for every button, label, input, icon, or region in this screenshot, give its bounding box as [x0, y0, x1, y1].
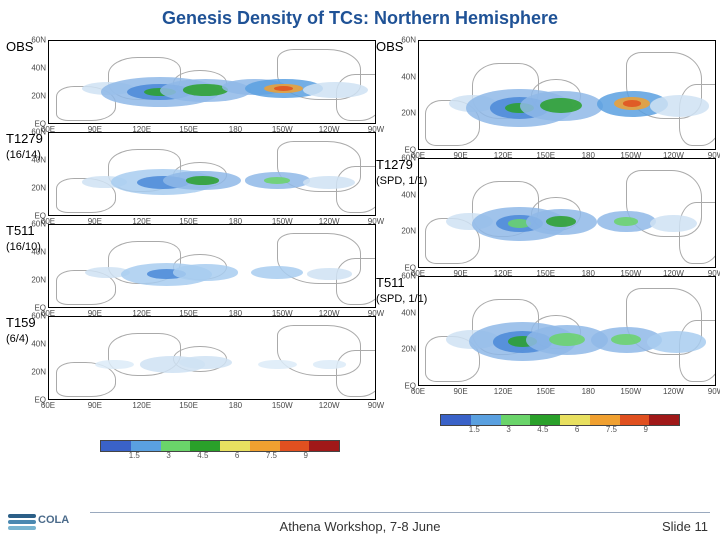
- chart-panel: T511(SPD, 1/1)60N40N20NEQ60E90E120E150E1…: [370, 272, 720, 390]
- chart-panel: T511(16/10)60N40N20NEQ60E90E120E150E1801…: [0, 220, 380, 312]
- panel-label: T511(16/10): [6, 224, 41, 254]
- panel-label: OBS: [6, 40, 33, 55]
- panel-label: OBS: [376, 40, 403, 55]
- chart-panel: T159(6/4)60N40N20NEQ60E90E120E150E180150…: [0, 312, 380, 404]
- footer-slide: Slide 11: [662, 519, 708, 534]
- chart-panel: OBS60N40N20NEQ60E90E120E150E180150W120W9…: [0, 36, 380, 128]
- panel-label: T1279(16/14): [6, 132, 43, 162]
- footer-center: Athena Workshop, 7-8 June: [0, 519, 720, 534]
- chart-panel: OBS60N40N20NEQ60E90E120E150E180150W120W9…: [370, 36, 720, 154]
- panel-grid: OBS60N40N20NEQ60E90E120E150E180150W120W9…: [0, 36, 720, 476]
- page-title: Genesis Density of TCs: Northern Hemisph…: [0, 0, 720, 29]
- footer-rule: [90, 512, 710, 513]
- chart-panel: T1279(SPD, 1/1)60N40N20NEQ60E90E120E150E…: [370, 154, 720, 272]
- footer: COLA Athena Workshop, 7-8 June Slide 11: [0, 504, 720, 540]
- colorbar: 1.534.567.59: [440, 414, 680, 428]
- panel-label: T159(6/4): [6, 316, 36, 346]
- panel-label: T511(SPD, 1/1): [376, 276, 427, 306]
- colorbar: 1.534.567.59: [100, 440, 340, 454]
- chart-panel: T1279(16/14)60N40N20NEQ60E90E120E150E180…: [0, 128, 380, 220]
- panel-label: T1279(SPD, 1/1): [376, 158, 427, 188]
